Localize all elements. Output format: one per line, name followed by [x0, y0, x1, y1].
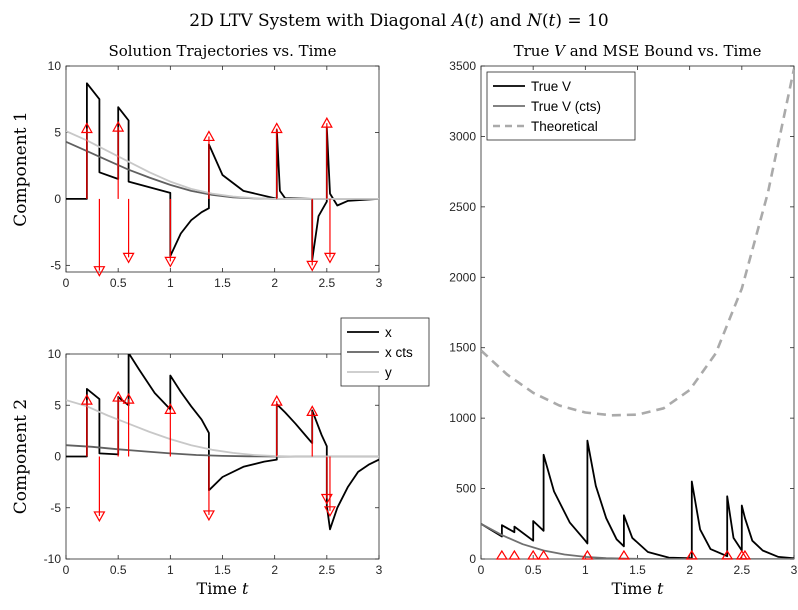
legend-label: x [385, 325, 392, 340]
plot-area [65, 65, 380, 273]
x-tick-label: 2.5 [318, 563, 335, 577]
y-tick-label: 2000 [449, 270, 476, 284]
x-tick-label: 1.5 [214, 276, 231, 290]
jump-marker [685, 549, 698, 560]
impulse-marker [80, 393, 93, 405]
impulse-marker [122, 252, 135, 264]
x-tick-label: 0 [63, 563, 70, 577]
legend: True V True V (cts) Theoretical [486, 71, 636, 141]
impulse-marker [93, 266, 106, 277]
x-axis-label: Time t [197, 579, 250, 598]
impulse-marker [202, 510, 215, 522]
jump-marker [508, 549, 521, 560]
legend-label: True V (cts) [531, 99, 601, 114]
jump-marker [495, 549, 508, 560]
impulse-marker [323, 506, 336, 518]
x-tick-label: 0 [63, 276, 70, 290]
y-tick-label: 10 [48, 59, 62, 73]
impulse-marker [112, 120, 125, 132]
plot-marks [66, 354, 379, 531]
jump-marker [721, 549, 734, 560]
y-tick-label: 5 [54, 125, 61, 139]
x-tick-label: 0.5 [110, 276, 127, 290]
jump-marker [537, 549, 550, 560]
impulse-marker [320, 493, 333, 505]
x-tick-label: 2 [271, 276, 278, 290]
x-tick-label: 3 [376, 563, 383, 577]
impulse-marker [320, 116, 333, 128]
x-axis-label: Time t [612, 579, 665, 598]
x-tick-label: 1 [167, 563, 174, 577]
y-tick-label: 0 [469, 552, 476, 566]
plot-marks [481, 68, 794, 559]
impulse-marker [93, 511, 106, 523]
x-tick-label: 2.5 [318, 276, 335, 290]
legend: x x cts y [340, 317, 430, 387]
y-tick-label: 2500 [449, 200, 476, 214]
impulse-marker [122, 392, 135, 404]
chart-c2: 0 0.5 1 1.5 2 2.5 3 -10 -5 0 5 10 Time t Component 2 x… [11, 317, 430, 598]
x-tick-label: 2.5 [733, 563, 750, 577]
series-x_cts [66, 444, 379, 458]
y-tick-label: 10 [48, 347, 62, 361]
impulse-marker [306, 405, 319, 416]
jump-marker [617, 549, 631, 560]
x-tick-label: 1 [167, 276, 174, 290]
y-tick-label: 0 [54, 192, 61, 206]
y-tick-label: 0 [54, 450, 61, 464]
impulse-marker [112, 390, 125, 402]
y-tick-label: -10 [44, 552, 62, 566]
impulse-marker [202, 130, 215, 142]
y-tick-label: 3000 [449, 129, 476, 143]
chart-title: Solution Trajectories vs. Time [108, 42, 336, 60]
legend-label: True V [531, 79, 571, 94]
impulse-marker [270, 394, 283, 406]
y-tick-label: 1500 [449, 341, 476, 355]
y-tick-label: 3500 [449, 59, 476, 73]
y-tick-label: 5 [54, 398, 61, 412]
x-tick-label: 3 [791, 563, 798, 577]
y-tick-label: -5 [50, 258, 61, 272]
chart-c3: 0 0.5 1 1.5 2 2.5 3 0 500 1000 1500 2000 2500 3000 350… [449, 42, 797, 598]
x-tick-label: 2 [271, 563, 278, 577]
series-y [66, 130, 379, 200]
x-tick-label: 0 [478, 563, 485, 577]
legend-label: x cts [385, 345, 413, 360]
series-x [66, 354, 379, 531]
plot-area [480, 65, 795, 560]
series-theoretical [481, 68, 794, 417]
series-y [66, 399, 379, 458]
impulse-marker [164, 403, 177, 414]
legend-label: Theoretical [531, 119, 598, 134]
x-tick-label: 1.5 [214, 563, 231, 577]
impulse-marker [80, 122, 93, 134]
y-axis-label: Component 2 [11, 399, 31, 515]
impulse-marker [164, 256, 177, 268]
chart-title: True V and MSE Bound vs. Time [514, 42, 762, 60]
y-tick-label: 500 [456, 482, 476, 496]
jump-marker [581, 549, 594, 560]
y-axis-label: Component 1 [11, 111, 31, 227]
x-tick-label: 1 [582, 563, 589, 577]
x-tick-label: 3 [376, 276, 383, 290]
jump-marker [738, 549, 752, 560]
series-true_v [481, 439, 794, 559]
impulse-marker [306, 260, 319, 272]
x-tick-label: 1.5 [629, 563, 646, 577]
series-true_v_cts [481, 523, 794, 559]
legend-label: y [385, 365, 392, 380]
x-tick-label: 2 [686, 563, 693, 577]
impulse-marker [323, 252, 336, 264]
x-tick-label: 0.5 [110, 563, 127, 577]
figure-title: 2D LTV System with Diagonal A(t) and N(t… [189, 11, 608, 31]
impulse-marker [270, 122, 283, 134]
y-tick-label: 1000 [449, 411, 476, 425]
x-tick-label: 0.5 [525, 563, 542, 577]
jump-marker [527, 549, 540, 560]
y-tick-label: -5 [50, 501, 61, 515]
